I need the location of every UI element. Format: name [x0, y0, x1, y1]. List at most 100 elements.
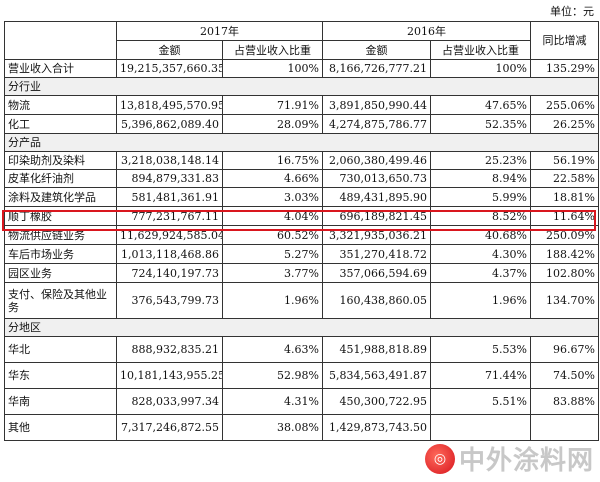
- pct-2016-cell: 25.23%: [430, 151, 531, 170]
- section-row: 分行业: [4, 77, 599, 96]
- yoy-cell: 56.19%: [530, 151, 599, 170]
- row-label: 车后市场业务: [4, 244, 117, 264]
- pct-2017-cell: 4.63%: [222, 336, 323, 363]
- watermark: ◎ 中外涂料网: [424, 440, 594, 477]
- header-year-2016: 2016年: [322, 21, 531, 41]
- pct-2017-cell: 38.08%: [222, 414, 323, 441]
- amount-2016-cell: 2,060,380,499.46: [322, 151, 431, 170]
- pct-2016-cell: 5.51%: [430, 388, 531, 415]
- amount-2016-cell: 3,321,935,036.21: [322, 225, 431, 245]
- table-row: 化工 5,396,862,089.40 28.09% 4,274,875,786.77…: [4, 114, 599, 134]
- amount-2017-cell: 724,140,197.73: [116, 263, 223, 283]
- amount-2016-cell: 3,891,850,990.44: [322, 95, 431, 115]
- row-label: 园区业务: [4, 263, 117, 283]
- header-year-2017: 2017年: [116, 21, 323, 41]
- table-body: 营业收入合计 19,215,357,660.35 100% 8,166,726,777…: [4, 59, 599, 441]
- amount-2017-cell: 19,215,357,660.35: [116, 59, 223, 78]
- pct-2017-cell: 3.77%: [222, 263, 323, 283]
- yoy-cell: 83.88%: [530, 388, 599, 415]
- pct-2016-cell: 100%: [430, 59, 531, 78]
- pct-2016-cell: 5.53%: [430, 336, 531, 363]
- row-label: 华南: [4, 388, 117, 415]
- pct-2017-cell: 3.03%: [222, 187, 323, 207]
- amount-2017-cell: 894,879,331.83: [116, 169, 223, 188]
- yoy-cell: 26.25%: [530, 114, 599, 134]
- table-row: 华东 10,181,143,955.25 52.98% 5,834,563,491.8…: [4, 362, 599, 389]
- yoy-cell: 134.70%: [530, 282, 599, 319]
- row-label: 物流供应链业务: [4, 225, 117, 245]
- pct-2017-cell: 1.96%: [222, 282, 323, 319]
- pct-2016-cell: 71.44%: [430, 362, 531, 389]
- pct-2017-cell: 71.91%: [222, 95, 323, 115]
- yoy-cell: 102.80%: [530, 263, 599, 283]
- pct-2016-cell: 5.99%: [430, 187, 531, 207]
- pct-2017-cell: 4.31%: [222, 388, 323, 415]
- amount-2016-cell: 696,189,821.45: [322, 206, 431, 226]
- header-pct-2016: 占营业收入比重: [430, 40, 531, 60]
- yoy-cell: 11.64%: [530, 206, 599, 226]
- amount-2017-cell: 11,629,924,585.04: [116, 225, 223, 245]
- row-label: 物流: [4, 95, 117, 115]
- table-row: 华南 828,033,997.34 4.31% 450,300,722.95 5.51%…: [4, 388, 599, 415]
- row-label: 顺丁橡胶: [4, 206, 117, 226]
- amount-2017-cell: 888,932,835.21: [116, 336, 223, 363]
- yoy-cell: 188.42%: [530, 244, 599, 264]
- yoy-cell: 96.67%: [530, 336, 599, 363]
- pct-2016-cell: 40.68%: [430, 225, 531, 245]
- section-label: 分行业: [4, 77, 599, 96]
- table-row: 园区业务 724,140,197.73 3.77% 357,066,594.69 4.3…: [4, 263, 599, 283]
- watermark-logo-icon: ◎: [424, 443, 455, 474]
- amount-2017-cell: 3,218,038,148.14: [116, 151, 223, 170]
- amount-2017-cell: 828,033,997.34: [116, 388, 223, 415]
- row-label: 支付、保险及其他业务: [4, 282, 117, 319]
- yoy-cell: 18.81%: [530, 187, 599, 207]
- pct-2016-cell: 4.30%: [430, 244, 531, 264]
- row-label: 皮革化纤油剂: [4, 169, 117, 188]
- revenue-table: 2017年 2016年 同比增减 金额 占营业收入比重 金额 占营业收入比重 营…: [4, 21, 599, 441]
- pct-2016-cell: 8.94%: [430, 169, 531, 188]
- amount-2016-cell: 357,066,594.69: [322, 263, 431, 283]
- pct-2017-cell: 28.09%: [222, 114, 323, 134]
- header-amount-2016: 金额: [322, 40, 431, 60]
- yoy-cell: [530, 414, 599, 441]
- table-row: 顺丁橡胶 777,231,767.11 4.04% 696,189,821.45 8.5…: [4, 206, 599, 226]
- amount-2016-cell: 5,834,563,491.87: [322, 362, 431, 389]
- pct-2016-cell: 1.96%: [430, 282, 531, 319]
- pct-2016-cell: 4.37%: [430, 263, 531, 283]
- header-amount-2017: 金额: [116, 40, 223, 60]
- table-row: 涂料及建筑化学品 581,481,361.91 3.03% 489,431,895.9…: [4, 187, 599, 207]
- amount-2017-cell: 777,231,767.11: [116, 206, 223, 226]
- amount-2016-cell: 730,013,650.73: [322, 169, 431, 188]
- pct-2016-cell: 8.52%: [430, 206, 531, 226]
- amount-2017-cell: 7,317,246,872.55: [116, 414, 223, 441]
- row-label: 印染助剂及染料: [4, 151, 117, 170]
- section-row: 分产品: [4, 133, 599, 152]
- pct-2017-cell: 60.52%: [222, 225, 323, 245]
- header-pct-2017: 占营业收入比重: [222, 40, 323, 60]
- table-row: 华北 888,932,835.21 4.63% 451,988,818.89 5.53%…: [4, 336, 599, 363]
- row-label: 华北: [4, 336, 117, 363]
- table-row: 营业收入合计 19,215,357,660.35 100% 8,166,726,777…: [4, 59, 599, 78]
- table-row: 物流 13,818,495,570.95 71.91% 3,891,850,990.4…: [4, 95, 599, 115]
- amount-2016-cell: 1,429,873,743.50: [322, 414, 431, 441]
- pct-2017-cell: 100%: [222, 59, 323, 78]
- amount-2016-cell: 4,274,875,786.77: [322, 114, 431, 134]
- table-row: 物流供应链业务 11,629,924,585.04 60.52% 3,321,935,…: [4, 225, 599, 245]
- pct-2017-cell: 16.75%: [222, 151, 323, 170]
- yoy-cell: 135.29%: [530, 59, 599, 78]
- amount-2017-cell: 1,013,118,468.86: [116, 244, 223, 264]
- yoy-cell: 22.58%: [530, 169, 599, 188]
- yoy-cell: 255.06%: [530, 95, 599, 115]
- amount-2016-cell: 450,300,722.95: [322, 388, 431, 415]
- amount-2017-cell: 376,543,799.73: [116, 282, 223, 319]
- watermark-text: 中外涂料网: [458, 446, 594, 476]
- section-label: 分地区: [4, 318, 599, 337]
- yoy-cell: 74.50%: [530, 362, 599, 389]
- amount-2017-cell: 581,481,361.91: [116, 187, 223, 207]
- table-row: 其他 7,317,246,872.55 38.08% 1,429,873,743.50: [4, 414, 599, 441]
- table-row: 车后市场业务 1,013,118,468.86 5.27% 351,270,418.7…: [4, 244, 599, 264]
- table-row: 支付、保险及其他业务 376,543,799.73 1.96% 160,438,860…: [4, 282, 599, 319]
- amount-2017-cell: 5,396,862,089.40: [116, 114, 223, 134]
- section-label: 分产品: [4, 133, 599, 152]
- pct-2016-cell: 52.35%: [430, 114, 531, 134]
